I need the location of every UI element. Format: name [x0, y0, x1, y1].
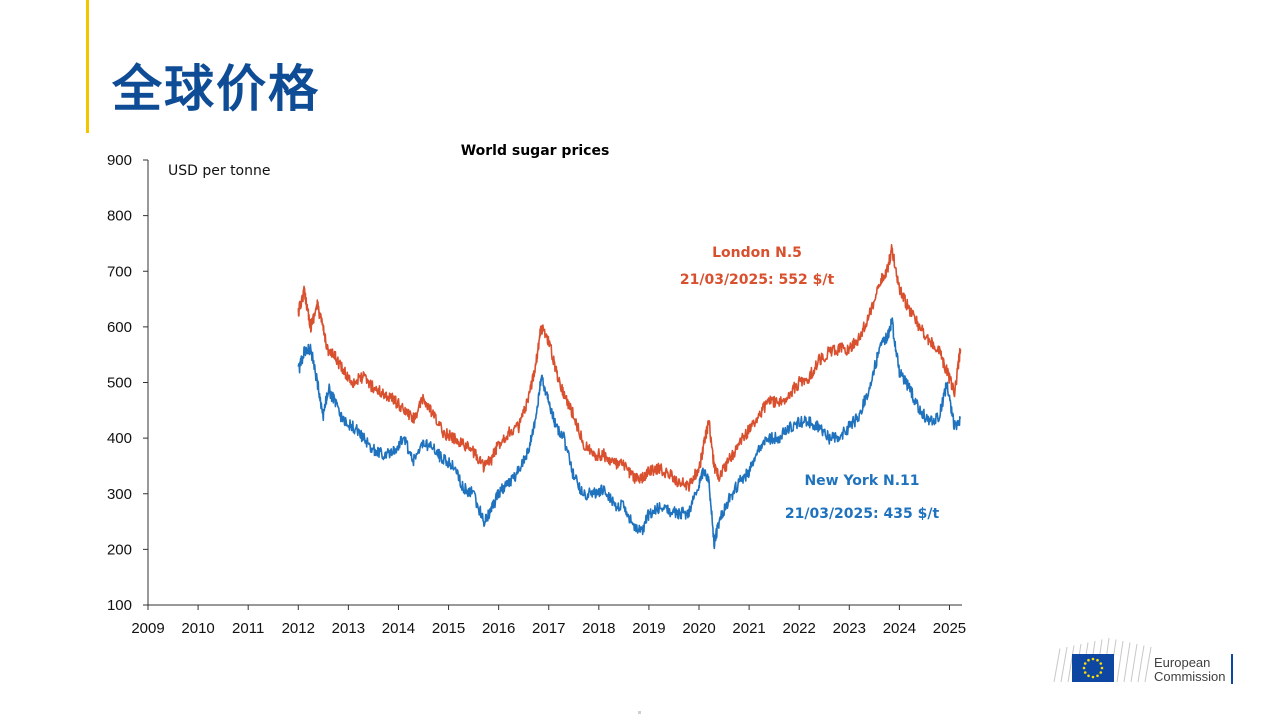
logo-line: [1123, 642, 1131, 683]
eu-flag-stars: [1082, 657, 1104, 679]
x-tick-label: 2012: [282, 620, 315, 637]
x-tick-label: 2011: [232, 620, 264, 637]
x-tick-label: 2021: [732, 620, 765, 637]
series-label-1: New York N.11: [804, 473, 919, 489]
logo-line: [1144, 646, 1152, 683]
series-sublabel-0: 21/03/2025: 552 $/t: [680, 272, 835, 288]
eu-star: [1099, 671, 1103, 674]
y-tick-label: 500: [107, 375, 132, 392]
x-tick-label: 2015: [432, 620, 465, 637]
x-tick-label: 2017: [532, 620, 565, 637]
y-tick-label: 800: [107, 208, 132, 225]
logo-line-2: Commission: [1154, 669, 1226, 684]
x-tick-label: 2025: [933, 620, 966, 637]
x-tick-label: 2016: [482, 620, 515, 637]
eu-star: [1083, 671, 1087, 674]
x-tick-label: 2020: [682, 620, 715, 637]
eu-star: [1091, 657, 1095, 661]
x-tick-label: 2022: [783, 620, 816, 637]
logo-line: [1053, 648, 1061, 683]
x-tick-label: 2014: [382, 620, 415, 637]
logo-line: [1130, 643, 1138, 683]
x-tick-label: 2024: [883, 620, 916, 637]
series-line-1: [297, 317, 962, 550]
title-accent-bar: [86, 0, 89, 133]
logo-line: [1067, 645, 1075, 683]
x-tick-label: 2018: [582, 620, 615, 637]
y-axis-label: USD per tonne: [168, 163, 270, 179]
y-tick-label: 400: [107, 430, 132, 447]
chart-axes: 100 200 300 400 500 600 700 800 900 2009 2010 2011 2…: [107, 143, 966, 637]
eu-star: [1083, 662, 1087, 665]
logo-line: [1116, 640, 1124, 683]
eu-star: [1091, 675, 1095, 679]
logo-text: European Commission: [1154, 656, 1226, 684]
x-tick-label: 2023: [833, 620, 866, 637]
eu-star: [1100, 666, 1104, 670]
eu-star: [1096, 658, 1099, 662]
logo-line-1: European: [1154, 655, 1211, 670]
y-tick-label: 700: [107, 263, 132, 280]
eu-star: [1096, 674, 1099, 678]
series-sublabel-1: 21/03/2025: 435 $/t: [785, 506, 940, 522]
eu-star: [1087, 658, 1090, 662]
y-tick-label: 100: [107, 597, 132, 614]
x-tick-label: 2010: [181, 620, 214, 637]
y-tick-label: 300: [107, 486, 132, 503]
slide-title: 全球价格: [112, 60, 320, 118]
series-label-0: London N.5: [712, 245, 802, 261]
x-tick-label: 2019: [632, 620, 665, 637]
page-indicator-dot: [638, 711, 641, 714]
chart-title: World sugar prices: [461, 143, 610, 159]
chart-labels: London N.5 21/03/2025: 552 $/t New York N.…: [680, 245, 940, 522]
y-tick-label: 600: [107, 319, 132, 336]
eu-flag-icon: [1053, 637, 1152, 683]
series-line-0: [297, 244, 962, 492]
eu-star: [1082, 666, 1086, 670]
chart-series: [297, 244, 962, 550]
y-tick-label: 900: [107, 152, 132, 169]
eu-star: [1099, 662, 1103, 665]
logo-line: [1137, 645, 1145, 683]
eu-star: [1087, 674, 1090, 678]
x-tick-label: 2009: [131, 620, 164, 637]
x-tick-label: 2013: [332, 620, 365, 637]
logo-line: [1060, 646, 1068, 683]
logo-divider: [1231, 654, 1233, 684]
y-tick-label: 200: [107, 541, 132, 558]
